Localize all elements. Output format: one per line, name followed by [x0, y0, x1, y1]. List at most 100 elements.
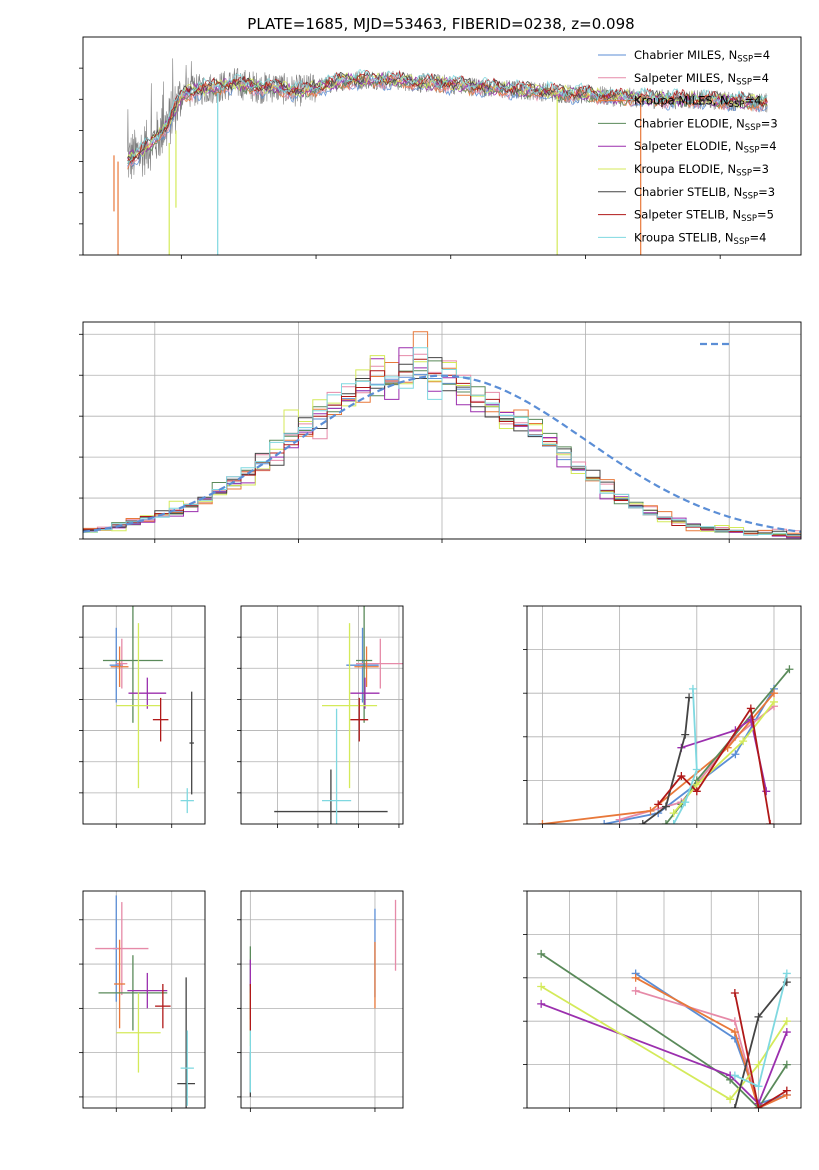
legend-entry: Chabrier MILES, NSSP=4 — [634, 48, 770, 65]
mass-weight-line — [540, 985, 788, 1101]
legend-entry: Chabrier STELIB, NSSP=3 — [634, 185, 775, 202]
plot-area — [113, 58, 768, 255]
mass-weight-marker — [782, 1086, 791, 1095]
plot-area — [83, 322, 801, 539]
plot-area — [241, 891, 403, 1108]
plot-area — [83, 606, 205, 824]
legend-label-tail: =3 — [758, 185, 775, 199]
chart-massweight-vs-Z — [523, 890, 802, 1112]
mass-weight-marker — [739, 737, 748, 746]
mass-weight-marker — [692, 765, 701, 774]
mass-weight-line — [642, 697, 690, 824]
axes — [523, 890, 759, 1112]
chart-age-vs-mass — [237, 605, 404, 828]
legend-label-tail: =3 — [752, 162, 769, 176]
legend-label-tail: =4 — [760, 139, 777, 153]
axes-frame — [82, 36, 802, 256]
mass-weight-marker — [631, 986, 640, 995]
mass-weight-marker — [766, 820, 775, 824]
mass-weight-marker — [692, 787, 701, 796]
legend-entry: Kroupa STELIB, NSSP=4 — [634, 230, 766, 247]
gaussian-curve — [83, 374, 801, 533]
mass-weight-marker — [681, 798, 690, 807]
legend-entry: Kroupa ELODIE, NSSP=3 — [634, 162, 769, 179]
model-spectrum-kroupa-stelib — [127, 69, 768, 164]
axes — [523, 605, 775, 828]
mass-weight-marker — [661, 802, 670, 811]
axes — [79, 919, 173, 1112]
plot-area — [527, 891, 801, 1108]
axes-frame — [82, 321, 802, 540]
mass-weight-marker — [730, 1104, 739, 1108]
legend-label-sub: SSP — [736, 169, 752, 179]
chart-residuals — [79, 321, 802, 543]
plot-area — [527, 606, 801, 824]
plot-area — [83, 891, 205, 1108]
legend-label-sub: SSP — [745, 123, 761, 133]
legend-label-tail: =4 — [752, 71, 769, 85]
legend-label: Salpeter ELODIE, N — [634, 139, 744, 153]
axes-frame — [240, 890, 404, 1109]
mass-weight-marker — [631, 973, 640, 982]
legend-label: Chabrier MILES, N — [634, 48, 737, 62]
axes — [237, 919, 376, 1112]
mass-weight-marker — [677, 772, 686, 781]
legend-label-tail: =3 — [761, 116, 778, 130]
mass-weight-marker — [681, 730, 690, 739]
mass-weight-marker — [685, 693, 694, 702]
mass-weight-marker — [537, 982, 546, 991]
mass-weight-marker — [754, 1104, 763, 1108]
mass-weight-marker — [782, 1060, 791, 1069]
legend-entry: Chabrier ELODIE, NSSP=3 — [634, 116, 778, 132]
mass-weight-marker — [762, 787, 771, 796]
mass-weight-marker — [746, 704, 755, 713]
legend-label-tail: =4 — [753, 48, 770, 62]
legend-entry: Salpeter MILES, NSSP=4 — [634, 71, 769, 88]
mass-weight-marker — [669, 820, 678, 824]
axes-frame — [526, 605, 802, 825]
mass-weight-marker — [661, 820, 670, 824]
legend-label-sub: SSP — [737, 55, 753, 65]
model-spectrum-salpeter-elodie — [127, 72, 768, 159]
mass-weight-marker — [754, 1012, 763, 1021]
axes — [79, 333, 730, 543]
mass-weight-marker — [537, 949, 546, 958]
legend-label: Salpeter MILES, N — [634, 71, 736, 85]
mass-weight-line — [540, 953, 788, 1108]
mass-weight-marker — [731, 750, 740, 759]
chart-mass-vs-Z — [79, 890, 206, 1112]
mass-weight-marker — [615, 815, 624, 824]
histogram-kroupa-stelib — [83, 347, 801, 539]
mass-weight-marker — [537, 999, 546, 1008]
legend-label-tail: =4 — [749, 230, 766, 244]
legend-label-sub: SSP — [742, 191, 758, 201]
legend-label-sub: SSP — [741, 214, 757, 224]
legend-label-tail: =5 — [757, 208, 774, 222]
mass-weight-marker — [726, 1095, 735, 1104]
axes — [237, 636, 400, 828]
mass-weight-marker — [782, 1028, 791, 1037]
legend-entry: Kroupa MILES, NSSP=4 — [634, 94, 761, 111]
legend-label: Chabrier STELIB, N — [634, 185, 742, 199]
legend-label-tail: =4 — [744, 94, 761, 108]
mass-weight-marker — [669, 809, 678, 818]
axes-frame — [82, 890, 206, 1109]
legend-label: Kroupa STELIB, N — [634, 230, 734, 244]
mass-weight-marker — [730, 1017, 739, 1026]
mass-weight-marker — [688, 684, 697, 693]
axes — [79, 67, 721, 259]
mass-weight-marker — [538, 820, 547, 824]
figure-title: PLATE=1685, MJD=53463, FIBERID=0238, z=0… — [247, 15, 634, 33]
legend-label: Kroupa ELODIE, N — [634, 162, 736, 176]
legend-label: Salpeter STELIB, N — [634, 208, 741, 222]
mass-weight-marker — [646, 806, 655, 815]
legend-entry: Salpeter ELODIE, NSSP=4 — [634, 139, 777, 156]
axes — [79, 636, 173, 828]
chart-mass-vs-ebv — [237, 890, 404, 1112]
legend-label: Chabrier ELODIE, N — [634, 116, 745, 130]
mass-weight-marker — [600, 820, 609, 824]
mass-weight-line — [635, 977, 788, 1108]
